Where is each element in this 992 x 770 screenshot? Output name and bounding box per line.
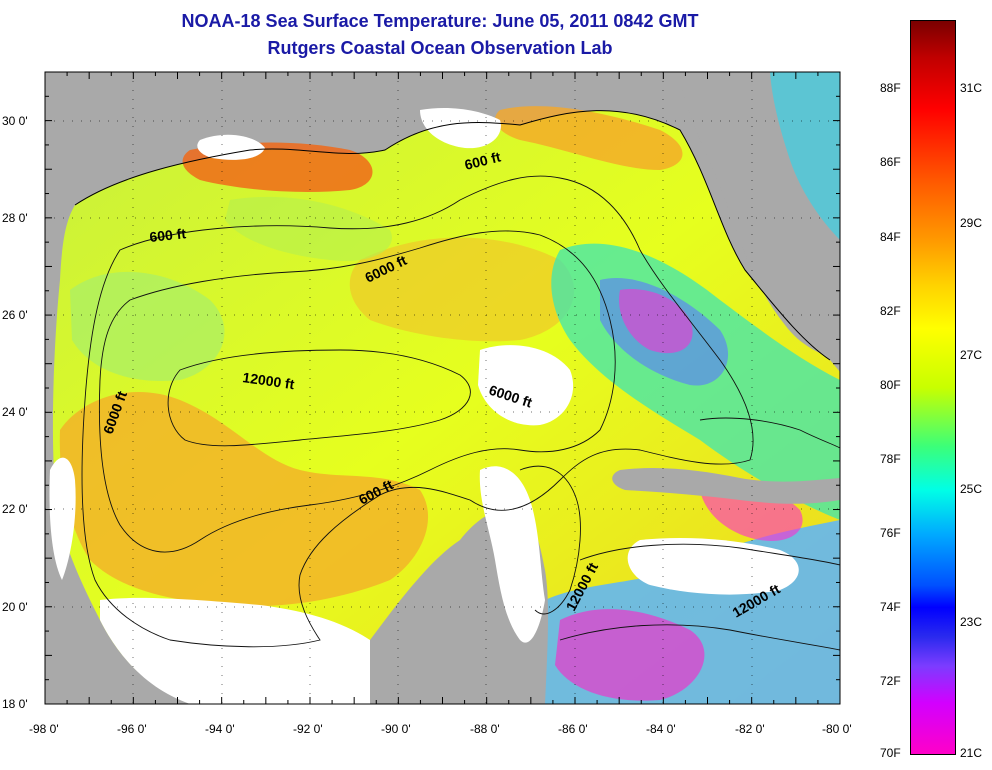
latitude-tick-label: 20 0' <box>2 600 28 614</box>
longitude-tick-label: -94 0' <box>205 722 235 736</box>
longitude-tick-label: -84 0' <box>646 722 676 736</box>
cool-patch-west <box>70 271 225 381</box>
celsius-tick-label: 23C <box>960 615 983 629</box>
cloud-coast-north <box>197 134 265 160</box>
contour-caribbean-a <box>579 543 840 566</box>
contour-600ft-outer <box>81 175 754 648</box>
latitude-tick-label: 28 0' <box>2 211 28 225</box>
map-title: NOAA-18 Sea Surface Temperature: June 05… <box>181 11 699 31</box>
longitude-tick-label: -82 0' <box>735 722 765 736</box>
latitude-tick-label: 22 0' <box>2 502 28 516</box>
fahrenheit-tick-label: 80F <box>880 378 901 392</box>
cloud-mississippi <box>420 108 501 149</box>
fahrenheit-tick-label: 74F <box>880 600 901 614</box>
cloud-caribbean <box>627 538 799 595</box>
fahrenheit-tick-label: 86F <box>880 155 901 169</box>
warm-coastal-band-east <box>495 106 683 170</box>
latitude-tick-label: 30 0' <box>2 114 28 128</box>
contour-12000ft <box>167 349 471 447</box>
florida-coastal-cool <box>770 72 840 240</box>
contour-label: 600 ft <box>149 225 187 245</box>
fahrenheit-tick-label: 84F <box>880 230 901 244</box>
celsius-tick-label: 31C <box>960 81 983 95</box>
cuba-land <box>612 467 840 504</box>
contour-caribbean-b <box>559 624 840 651</box>
fahrenheit-tick-label: 88F <box>880 81 901 95</box>
longitude-tick-label: -96 0' <box>117 722 147 736</box>
fahrenheit-tick-label: 76F <box>880 526 901 540</box>
fahrenheit-tick-label: 72F <box>880 674 901 688</box>
map-subtitle: Rutgers Coastal Ocean Observation Lab <box>267 38 613 58</box>
fahrenheit-tick-label: 70F <box>880 746 901 760</box>
longitude-tick-label: -90 0' <box>381 722 411 736</box>
bathymetry-contours <box>81 175 840 651</box>
longitude-tick-label: -98 0' <box>29 722 59 736</box>
cloud-nw-strip <box>49 457 76 580</box>
latitude-tick-label: 18 0' <box>2 697 28 711</box>
contour-label: 12000 ft <box>242 369 296 392</box>
longitude-tick-label: -86 0' <box>558 722 588 736</box>
latitude-tick-label: 26 0' <box>2 308 28 322</box>
longitude-tick-label: -92 0' <box>293 722 323 736</box>
graticule <box>45 72 840 704</box>
latitude-tick-label: 24 0' <box>2 405 28 419</box>
temperature-colorbar <box>910 20 956 755</box>
coastline <box>74 110 831 361</box>
cool-patch-north <box>225 196 392 261</box>
celsius-tick-label: 29C <box>960 216 983 230</box>
celsius-tick-label: 25C <box>960 482 983 496</box>
longitude-tick-label: -80 0' <box>822 722 852 736</box>
cloud-bay-of-campeche <box>100 597 370 704</box>
map-tick-marks <box>44 71 841 705</box>
contour-6000ft <box>98 230 616 553</box>
celsius-tick-label: 21C <box>960 746 983 760</box>
fahrenheit-tick-label: 82F <box>880 304 901 318</box>
contour-yucatan-shelf <box>519 465 581 615</box>
fahrenheit-tick-label: 78F <box>880 452 901 466</box>
cool-patch-keys <box>619 289 693 354</box>
longitude-tick-label: -88 0' <box>470 722 500 736</box>
warm-patch-west <box>59 391 429 607</box>
celsius-tick-label: 27C <box>960 348 983 362</box>
cloud-central <box>478 345 574 426</box>
contour-flats <box>699 417 840 449</box>
